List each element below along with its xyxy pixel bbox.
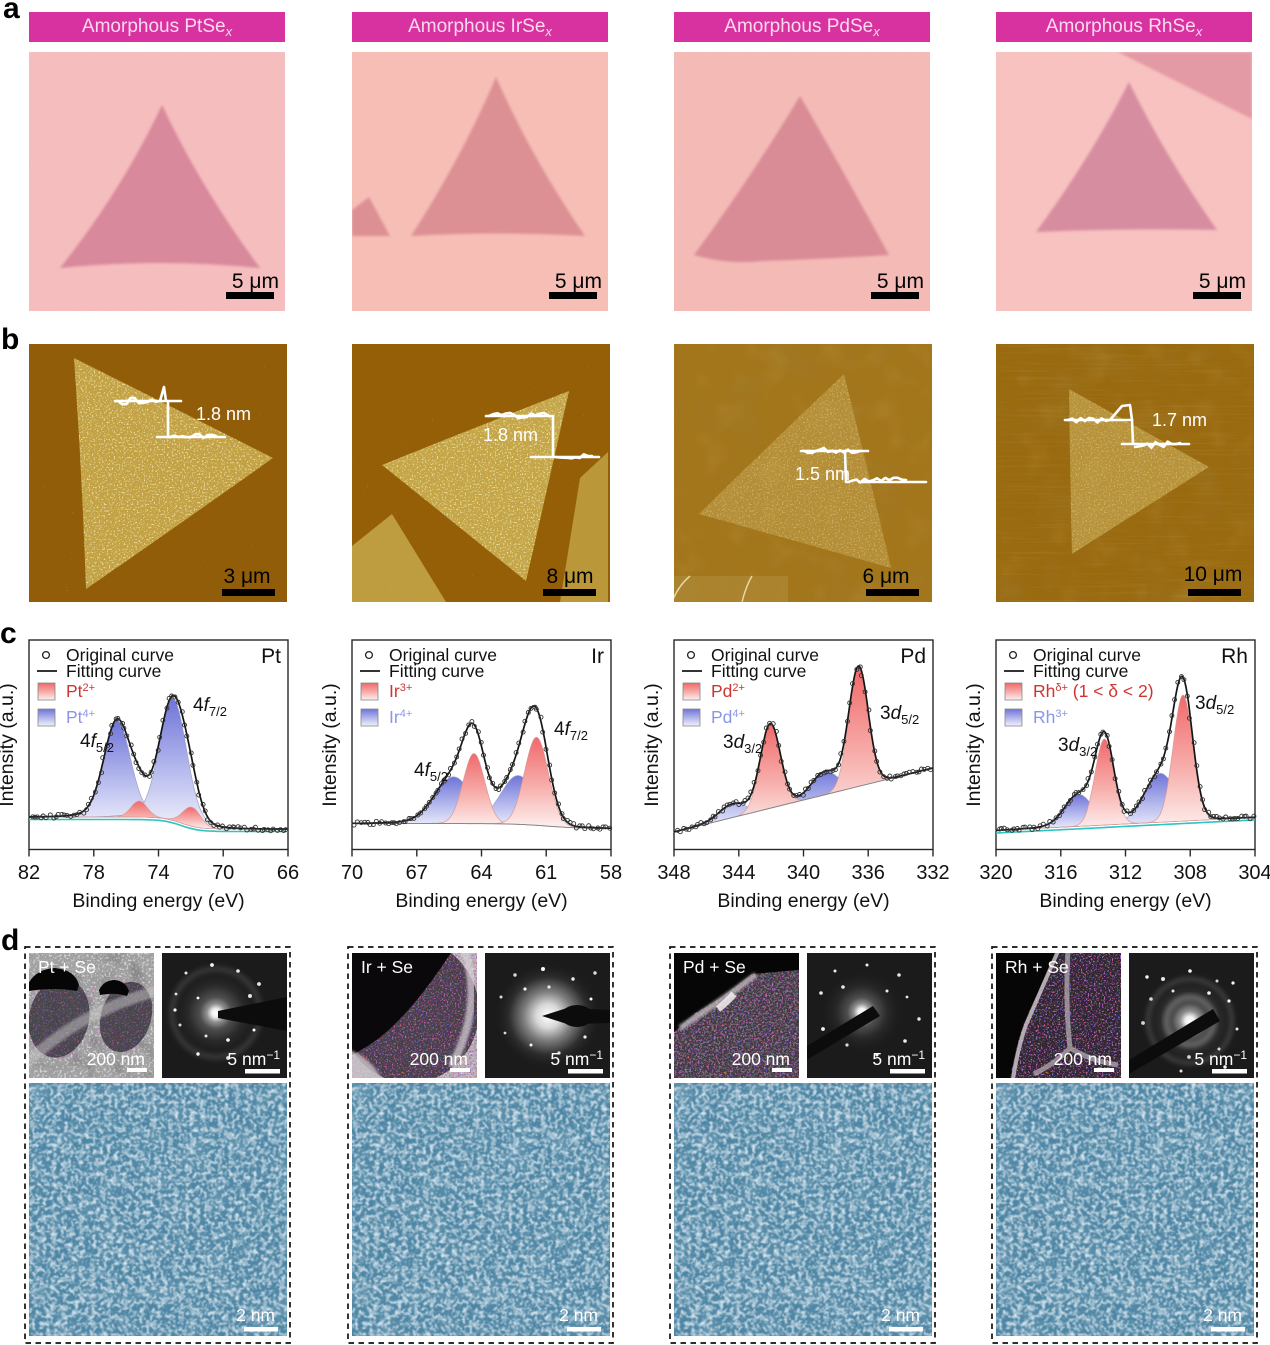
svg-text:3d3/2: 3d3/2 — [723, 732, 762, 756]
svg-text:Intensity (a.u.): Intensity (a.u.) — [966, 683, 985, 807]
svg-text:8 μm: 8 μm — [546, 565, 593, 588]
svg-text:200 nm: 200 nm — [732, 1049, 790, 1069]
svg-text:Rh: Rh — [1221, 645, 1248, 668]
svg-text:5 μm: 5 μm — [1199, 270, 1246, 293]
svg-text:Pt: Pt — [261, 645, 281, 668]
svg-text:Original curve: Original curve — [711, 645, 819, 665]
svg-text:Fitting curve: Fitting curve — [66, 661, 161, 681]
svg-text:320: 320 — [979, 862, 1012, 884]
svg-text:Pd: Pd — [900, 645, 926, 668]
svg-text:61: 61 — [535, 862, 557, 884]
svg-text:Ir + Se: Ir + Se — [361, 957, 413, 977]
svg-text:78: 78 — [83, 862, 105, 884]
svg-text:5 μm: 5 μm — [877, 270, 924, 293]
svg-text:67: 67 — [406, 862, 428, 884]
svg-text:2 nm: 2 nm — [559, 1305, 598, 1325]
svg-text:3 μm: 3 μm — [223, 565, 270, 588]
svg-text:2 nm: 2 nm — [881, 1305, 920, 1325]
svg-text:304: 304 — [1238, 862, 1270, 884]
svg-text:66: 66 — [277, 862, 299, 884]
svg-text:64: 64 — [470, 862, 492, 884]
svg-text:Intensity (a.u.): Intensity (a.u.) — [322, 683, 341, 807]
svg-text:316: 316 — [1044, 862, 1077, 884]
svg-text:Intensity (a.u.): Intensity (a.u.) — [644, 683, 663, 807]
svg-text:58: 58 — [600, 862, 622, 884]
svg-text:312: 312 — [1109, 862, 1142, 884]
svg-text:Binding energy (eV): Binding energy (eV) — [395, 890, 567, 912]
svg-text:70: 70 — [212, 862, 234, 884]
svg-text:Rh + Se: Rh + Se — [1005, 957, 1069, 977]
svg-text:Rhδ+ (1 < δ < 2): Rhδ+ (1 < δ < 2) — [1033, 681, 1154, 701]
svg-text:Binding energy (eV): Binding energy (eV) — [717, 890, 889, 912]
svg-text:348: 348 — [657, 862, 690, 884]
svg-text:332: 332 — [916, 862, 949, 884]
svg-text:5 μm: 5 μm — [232, 270, 279, 293]
svg-text:Original curve: Original curve — [1033, 645, 1141, 665]
svg-text:Original curve: Original curve — [66, 645, 174, 665]
svg-text:Fitting curve: Fitting curve — [711, 661, 806, 681]
svg-text:200 nm: 200 nm — [410, 1049, 468, 1069]
svg-text:Intensity (a.u.): Intensity (a.u.) — [0, 683, 18, 807]
svg-text:308: 308 — [1174, 862, 1207, 884]
svg-text:70: 70 — [341, 862, 363, 884]
svg-text:200 nm: 200 nm — [1054, 1049, 1112, 1069]
svg-text:Fitting curve: Fitting curve — [1033, 661, 1128, 681]
svg-text:200 nm: 200 nm — [87, 1049, 145, 1069]
svg-text:Pt + Se: Pt + Se — [38, 957, 96, 977]
svg-text:1.5 nm: 1.5 nm — [795, 464, 850, 484]
svg-text:6 μm: 6 μm — [862, 565, 909, 588]
svg-text:1.8 nm: 1.8 nm — [483, 425, 538, 445]
svg-text:2 nm: 2 nm — [1203, 1305, 1242, 1325]
svg-text:10 μm: 10 μm — [1184, 563, 1243, 586]
svg-text:Fitting curve: Fitting curve — [389, 661, 484, 681]
svg-text:5 μm: 5 μm — [555, 270, 602, 293]
svg-text:82: 82 — [18, 862, 40, 884]
svg-text:1.7 nm: 1.7 nm — [1152, 410, 1207, 430]
svg-text:74: 74 — [147, 862, 169, 884]
svg-text:1.8 nm: 1.8 nm — [196, 404, 251, 424]
svg-text:4f5/2: 4f5/2 — [80, 731, 114, 755]
svg-text:Pd + Se: Pd + Se — [683, 957, 746, 977]
svg-text:Binding energy (eV): Binding energy (eV) — [72, 890, 244, 912]
svg-text:Ir: Ir — [591, 645, 604, 668]
svg-text:340: 340 — [787, 862, 820, 884]
svg-text:Original curve: Original curve — [389, 645, 497, 665]
svg-text:336: 336 — [852, 862, 885, 884]
svg-text:Binding energy (eV): Binding energy (eV) — [1039, 890, 1211, 912]
svg-text:344: 344 — [722, 862, 755, 884]
svg-text:2 nm: 2 nm — [236, 1305, 275, 1325]
